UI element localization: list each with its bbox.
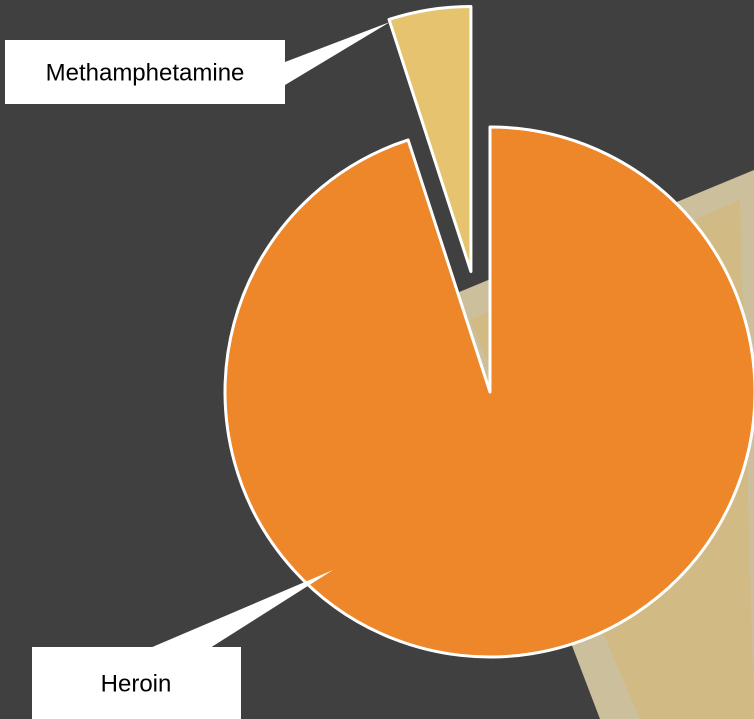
slice-label: Methamphetamine: [46, 59, 245, 86]
slice-label: Heroin: [101, 670, 172, 697]
chart: Methamphetamine Heroin: [0, 0, 754, 719]
pie-slice: [225, 127, 754, 657]
